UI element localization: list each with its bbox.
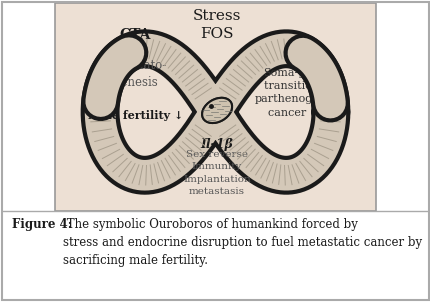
Text: Male fertility ↓: Male fertility ↓ [87, 110, 183, 121]
Text: Soma-germ
transition -
parthenogenic
cancer  ↑: Soma-germ transition - parthenogenic can… [254, 68, 336, 117]
Text: Il-1β: Il-1β [200, 138, 233, 151]
Ellipse shape [202, 98, 231, 123]
Text: Figure 4:: Figure 4: [12, 218, 72, 231]
Text: Stress
FOS: Stress FOS [193, 9, 241, 41]
Text: Sex reverse
Immunity
Implantation
metastasis: Sex reverse Immunity Implantation metast… [183, 150, 250, 196]
Text: Spermato-
genesis: Spermato- genesis [104, 59, 166, 88]
Text: CTA: CTA [120, 28, 150, 42]
Ellipse shape [202, 98, 231, 123]
Text: The symbolic Ouroboros of humankind forced by
stress and endocrine disruption to: The symbolic Ouroboros of humankind forc… [63, 218, 421, 268]
